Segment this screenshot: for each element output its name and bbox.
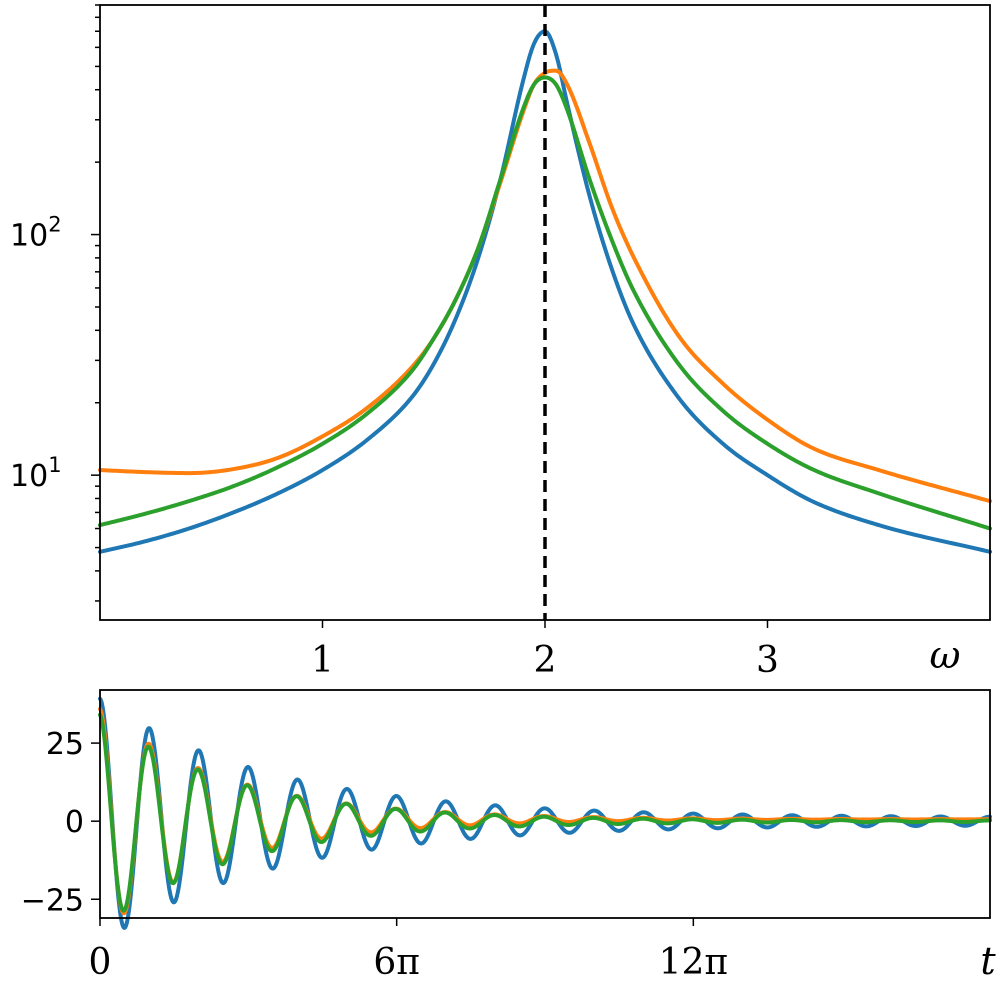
spectrum-series-3-line <box>98 75 992 531</box>
tick-exponent: 1 <box>48 453 61 477</box>
spectrum-x-ticks: 1 2 3 <box>311 620 779 681</box>
spectrum-x-axis-label: ω <box>930 633 961 677</box>
spectrum-x-tick-label: 1 <box>311 640 334 681</box>
spectrum-series-2-line <box>98 68 992 504</box>
time-x-tick-label: 0 <box>89 942 112 983</box>
spectrum-x-tick-label: 3 <box>756 640 779 681</box>
time-y-tick-label: 25 <box>46 727 84 762</box>
time-series-group <box>98 696 992 930</box>
time-series-1-line <box>98 696 992 930</box>
time-series-2-line <box>98 706 992 916</box>
tick-base: 10 <box>10 459 48 494</box>
spectrum-y-tick-label: 102 <box>10 213 62 254</box>
time-y-ticks: −25 0 25 <box>21 727 100 918</box>
time-series-3-line <box>98 712 992 913</box>
tick-exponent: 2 <box>48 213 61 237</box>
time-plot-frame <box>99 689 991 919</box>
tick-base: 10 <box>10 219 48 254</box>
time-y-tick-label: 0 <box>65 805 84 840</box>
time-x-tick-label: 12π <box>659 942 728 983</box>
time-x-ticks: 0 6π 12π <box>89 918 728 983</box>
spectrum-y-tick-label: 101 <box>10 453 62 494</box>
time-x-axis-label: t <box>980 939 996 983</box>
time-x-tick-label: 6π <box>373 942 420 983</box>
spectrum-x-tick-label: 2 <box>534 640 557 681</box>
time-y-tick-label: −25 <box>21 883 84 918</box>
